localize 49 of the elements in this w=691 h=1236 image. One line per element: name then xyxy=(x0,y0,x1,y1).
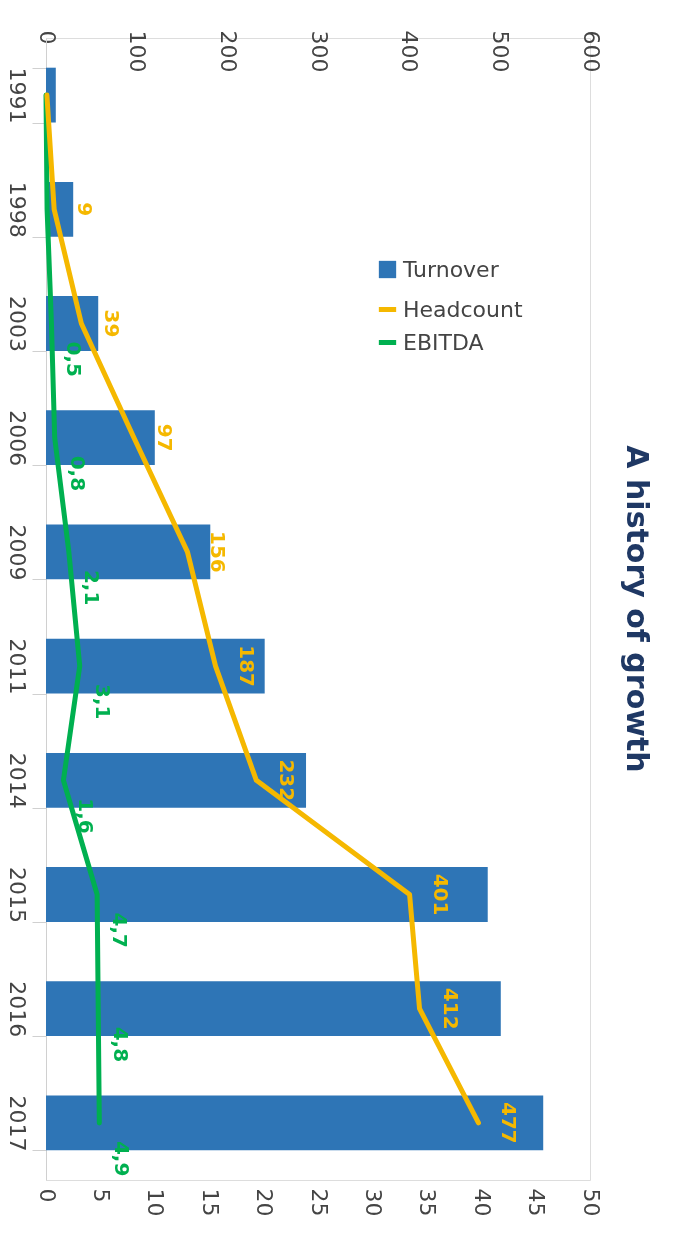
data-label: 39 xyxy=(100,309,125,338)
data-label: 4,8 xyxy=(109,1026,134,1063)
y-tick-label: 2014 xyxy=(4,752,30,809)
data-label: 401 xyxy=(428,873,453,916)
y-tick-label: 1991 xyxy=(4,67,30,124)
x-tick-label: 35 xyxy=(415,1188,441,1217)
x-tick-label: 5 xyxy=(88,1188,114,1203)
legend-label: EBITDA xyxy=(403,329,484,355)
y-tick-label: 2016 xyxy=(4,981,30,1038)
x2-tick-label: 300 xyxy=(306,30,332,73)
x-tick-label: 45 xyxy=(524,1188,550,1217)
y-tick-label: 1998 xyxy=(4,181,30,238)
data-label: 156 xyxy=(206,531,231,573)
y-tick-label: 2009 xyxy=(4,524,30,581)
data-label: 4,7 xyxy=(108,912,133,948)
data-label: 412 xyxy=(438,987,463,1030)
data-label: 187 xyxy=(234,645,259,687)
x2-tick-label: 200 xyxy=(215,30,241,73)
legend-label: Headcount xyxy=(403,296,523,322)
data-label: 3,1 xyxy=(90,684,115,720)
legend-label: Turnover xyxy=(402,256,500,282)
x-tick-label: 10 xyxy=(143,1188,169,1217)
x2-tick-label: 400 xyxy=(397,30,423,73)
x2-tick-label: 100 xyxy=(125,30,151,73)
data-label: 0,8 xyxy=(65,455,90,492)
data-label: 477 xyxy=(497,1102,522,1144)
x-tick-label: 40 xyxy=(469,1188,495,1217)
data-label: 2,1 xyxy=(79,569,104,606)
y-tick-label: 2011 xyxy=(4,638,30,695)
x2-tick-label: 0 xyxy=(34,30,60,45)
x-tick-label: 0 xyxy=(34,1188,60,1203)
data-label: 97 xyxy=(152,423,177,452)
x2-tick-label: 600 xyxy=(578,30,604,73)
y-tick-label: 2015 xyxy=(4,867,30,923)
data-label: 4,9 xyxy=(110,1140,135,1177)
x-tick-label: 30 xyxy=(360,1188,386,1217)
x2-tick-label: 500 xyxy=(487,30,513,73)
y-tick-label: 2017 xyxy=(4,1095,30,1152)
y-tick-label: 2003 xyxy=(4,296,30,352)
x-tick-label: 50 xyxy=(578,1188,604,1217)
data-label: 232 xyxy=(275,759,300,802)
data-label: 1,6 xyxy=(74,798,99,834)
data-label: 0,5 xyxy=(62,341,87,377)
y-tick-label: 2006 xyxy=(4,410,30,467)
x-tick-label: 20 xyxy=(252,1188,278,1217)
text: A history of growth xyxy=(620,445,655,773)
data-label: 9 xyxy=(73,202,98,217)
x-tick-label: 25 xyxy=(306,1188,332,1217)
x-tick-label: 15 xyxy=(197,1188,223,1217)
